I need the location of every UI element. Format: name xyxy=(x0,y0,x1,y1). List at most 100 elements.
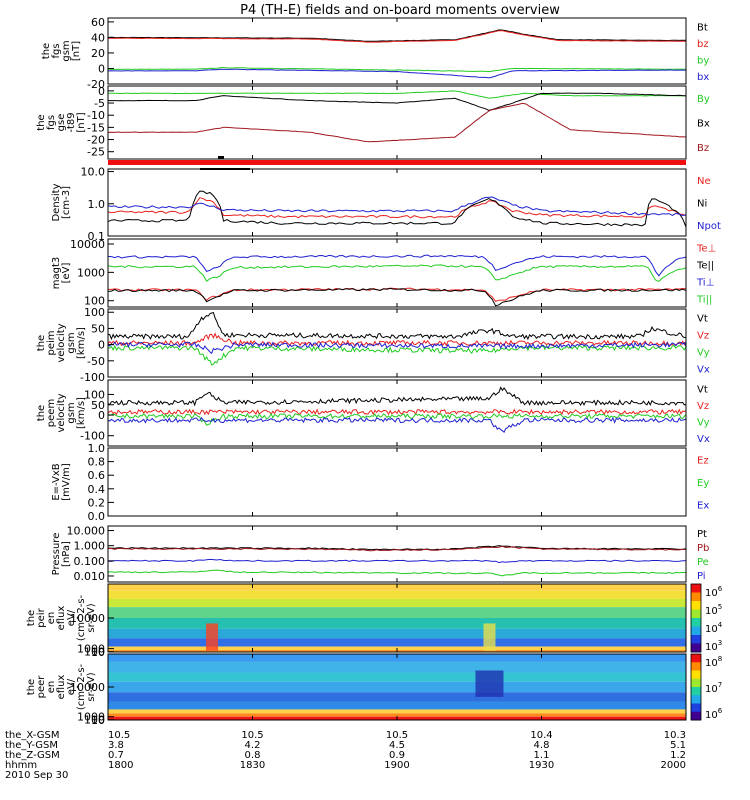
y-tick-label: -100 xyxy=(80,430,105,443)
y-axis-label: eV/ xyxy=(66,678,77,695)
spectrogram-band xyxy=(108,598,686,608)
y-tick-label: 100 xyxy=(84,646,105,659)
series-line-npot xyxy=(107,196,687,217)
y-tick-label: 50 xyxy=(91,399,105,412)
y-axis-label: peim xyxy=(46,330,57,355)
legend-entry: Vx xyxy=(697,434,710,445)
panel-4: 10000 1000 100 magt3 [eV] Te⊥ Te|| Ti⊥ Ti|| xyxy=(51,238,716,308)
y-axis-label: E=-VxB xyxy=(51,463,62,500)
legend-entry: Vz xyxy=(697,331,709,342)
spectrogram-band xyxy=(108,628,686,639)
colorbar: 106 105 104 103 xyxy=(690,583,723,653)
y-axis-label: (cm^2-s- xyxy=(76,663,87,710)
legend-entry: Pe xyxy=(697,557,709,568)
series-line-ni xyxy=(107,190,687,228)
y-tick-label: 10000 xyxy=(70,612,105,625)
colorbar-label: 107 xyxy=(705,681,722,695)
legend-entry: Vy xyxy=(697,417,710,428)
y-tick-label: 50 xyxy=(91,322,105,335)
y-axis-label: peir xyxy=(36,607,47,627)
y-axis-label: Pressure xyxy=(51,533,62,576)
colorbar-swatch xyxy=(691,703,701,713)
y-axis-label: [km/s] xyxy=(76,327,87,359)
x-tick-label: 5.1 xyxy=(670,740,686,751)
colorbar-label: 106 xyxy=(705,585,723,599)
y-tick-label: 20 xyxy=(91,47,105,60)
y-tick-label: 10000 xyxy=(70,238,105,251)
y-tick-label: -20 xyxy=(87,78,105,91)
spectrogram-band xyxy=(108,590,686,599)
series-line-by xyxy=(107,90,687,99)
x-tick-label: 10.4 xyxy=(530,730,552,741)
legend-entry: Vx xyxy=(697,365,710,376)
legend-entry: Ez xyxy=(697,455,709,466)
legend-entry: Pt xyxy=(697,529,707,540)
x-tick-label: 3.8 xyxy=(108,740,124,751)
colorbar-swatch xyxy=(691,584,701,593)
series-line-pb xyxy=(108,545,687,552)
x-tick-label: 4.2 xyxy=(245,740,261,751)
panel-5: 100 50 0 -50 -100 the peim velocity gsm [km/s] Vt V… xyxy=(36,306,710,384)
y-tick-label: 1.0 xyxy=(88,442,106,455)
y-axis-label: fgs xyxy=(51,43,62,58)
legend-entry: Vt xyxy=(697,314,708,325)
y-axis-label: [eV] xyxy=(61,263,72,284)
y-tick-label: 0 xyxy=(98,409,105,422)
spectrogram-band xyxy=(108,681,686,693)
x-tick-label: 0.9 xyxy=(389,750,405,761)
y-tick-label: -20 xyxy=(87,134,105,147)
series-line-bt xyxy=(107,29,687,42)
series-line-vz xyxy=(107,408,687,416)
series-line-vt xyxy=(107,312,687,341)
y-axis-label: eflux xyxy=(56,606,67,631)
colorbar-label: 104 xyxy=(705,621,723,635)
colorbar-label: 103 xyxy=(705,639,722,653)
x-tick-label: 1.2 xyxy=(670,750,686,761)
y-axis-label: the xyxy=(26,610,37,626)
panel-2: 0-5-10-15-20-25 the fgs gse -t89 [nT] By Bx Bz xyxy=(36,85,710,160)
y-tick-label: -100 xyxy=(80,371,105,384)
y-tick-label: 0.2 xyxy=(88,496,106,509)
x-tick-label: 10.5 xyxy=(241,730,263,741)
series-line-vz xyxy=(107,332,687,347)
y-axis-label: (cm^2-s- xyxy=(76,594,87,641)
y-tick-label: 0.4 xyxy=(88,483,106,496)
colorbar-label: 106 xyxy=(705,707,723,721)
series-line-by xyxy=(107,66,687,73)
spectrogram-band xyxy=(108,692,686,702)
y-axis-label: [nT] xyxy=(76,112,87,132)
y-tick-label: 10000 xyxy=(70,681,105,694)
y-axis-label: gsm xyxy=(61,40,72,61)
y-tick-label: 0.100 xyxy=(74,555,106,568)
x-tick-label: 1800 xyxy=(108,760,133,771)
colorbar-swatch xyxy=(691,643,701,653)
legend-entry: Ex xyxy=(697,501,709,512)
series-line-ti- xyxy=(107,254,687,277)
spectrogram-band xyxy=(108,713,686,717)
y-tick-label: 60 xyxy=(91,16,105,29)
y-tick-label: 100 xyxy=(84,388,105,401)
spectrogram-band xyxy=(108,638,686,647)
y-tick-label: 0.010 xyxy=(74,570,106,583)
y-axis-label: gsm xyxy=(66,402,77,423)
chart-title: P4 (TH-E) fields and on-board moments ov… xyxy=(240,3,560,18)
x-tick-label: 10.5 xyxy=(108,730,130,741)
spectrogram-band xyxy=(108,709,686,714)
legend-entry: Ne xyxy=(697,176,711,187)
series-line-bx xyxy=(107,68,687,79)
y-tick-label: 1000 xyxy=(77,643,105,656)
legend-entry: By xyxy=(697,94,710,105)
x-tick-label: 10.5 xyxy=(386,730,408,741)
y-axis-label: magt3 xyxy=(51,257,62,290)
legend-entry: Pb xyxy=(697,543,709,554)
y-axis-label: [nPa] xyxy=(61,541,72,567)
y-tick-label: -10 xyxy=(87,109,105,122)
series-line-ne xyxy=(107,197,687,219)
colorbar-swatch xyxy=(691,654,701,663)
legend-entry: Vz xyxy=(697,401,709,412)
series-line-bx xyxy=(108,92,687,111)
legend-entry: Ti|| xyxy=(696,295,712,306)
y-axis-label: the xyxy=(36,405,47,421)
